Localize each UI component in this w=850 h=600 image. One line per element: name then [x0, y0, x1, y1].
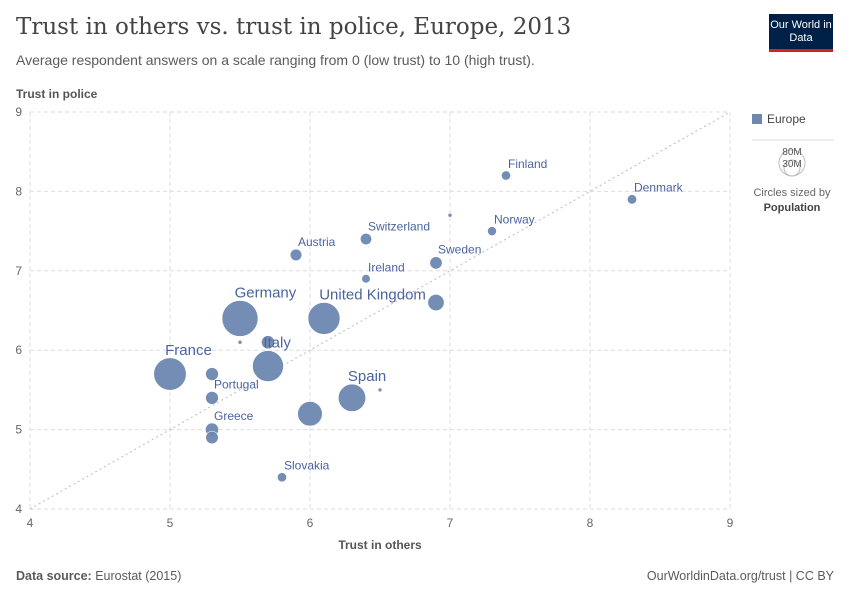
footer-url[interactable]: OurWorldinData.org/trust | CC BY [646, 569, 834, 583]
x-tick-label: 8 [587, 516, 594, 530]
legend-swatch [752, 114, 762, 124]
point-label: Sweden [438, 243, 481, 257]
point-label: Italy [263, 335, 291, 352]
point-label: Germany [235, 284, 297, 301]
data-source: Data source: Eurostat (2015) [16, 569, 182, 583]
data-point [626, 194, 638, 205]
data-point [307, 302, 341, 335]
data-point [337, 383, 367, 412]
point-label: Switzerland [368, 219, 430, 233]
size-legend-value: 30M [782, 159, 801, 170]
data-point [277, 472, 287, 483]
data-point [487, 226, 497, 236]
point-label: Norway [494, 213, 535, 227]
x-tick-label: 5 [167, 516, 174, 530]
point-label: Denmark [634, 181, 684, 195]
data-point [429, 256, 443, 270]
size-legend-value: 80M [782, 147, 801, 158]
data-point [237, 339, 243, 345]
chart-subtitle: Average respondent answers on a scale ra… [16, 52, 535, 68]
data-point [427, 294, 445, 312]
reference-line [29, 111, 731, 510]
point-label: Slovakia [284, 459, 330, 473]
y-tick-label: 7 [15, 264, 22, 278]
point-label: France [165, 342, 212, 359]
y-tick-label: 4 [15, 502, 22, 516]
point-label: Austria [298, 235, 336, 249]
y-tick-label: 9 [15, 105, 22, 119]
point-label: Finland [508, 157, 547, 171]
data-point [289, 248, 303, 262]
data-point [360, 233, 372, 246]
point-label: Spain [348, 368, 386, 385]
y-axis-label: Trust in police [16, 87, 98, 101]
x-axis-label: Trust in others [338, 538, 422, 552]
x-tick-label: 6 [307, 516, 314, 530]
size-legend-caption: Circles sized by [753, 187, 831, 199]
data-point [447, 212, 453, 218]
x-tick-label: 7 [447, 516, 454, 530]
point-label: Greece [214, 409, 254, 423]
legend-label: Europe [767, 112, 806, 126]
data-point [261, 335, 275, 350]
owid-logo[interactable]: Our World in Data [769, 14, 833, 52]
data-point [205, 367, 219, 381]
data-point [205, 391, 219, 405]
data-point [297, 401, 323, 427]
data-point [361, 274, 371, 284]
size-legend-variable: Population [764, 202, 821, 214]
size-legend-circle [783, 159, 801, 177]
chart-title: Trust in others vs. trust in police, Eur… [16, 14, 572, 40]
data-point [252, 350, 284, 382]
y-tick-label: 5 [15, 423, 22, 437]
data-point [377, 387, 383, 393]
data-point [501, 170, 511, 181]
point-label: Portugal [214, 377, 259, 391]
data-point [153, 357, 187, 391]
data-point [205, 430, 219, 445]
x-tick-label: 9 [727, 516, 734, 530]
y-tick-label: 8 [15, 184, 22, 198]
point-label: Ireland [368, 260, 405, 274]
point-label: United Kingdom [319, 286, 426, 303]
x-tick-label: 4 [27, 516, 34, 530]
y-tick-label: 6 [15, 343, 22, 357]
data-point [221, 300, 259, 337]
